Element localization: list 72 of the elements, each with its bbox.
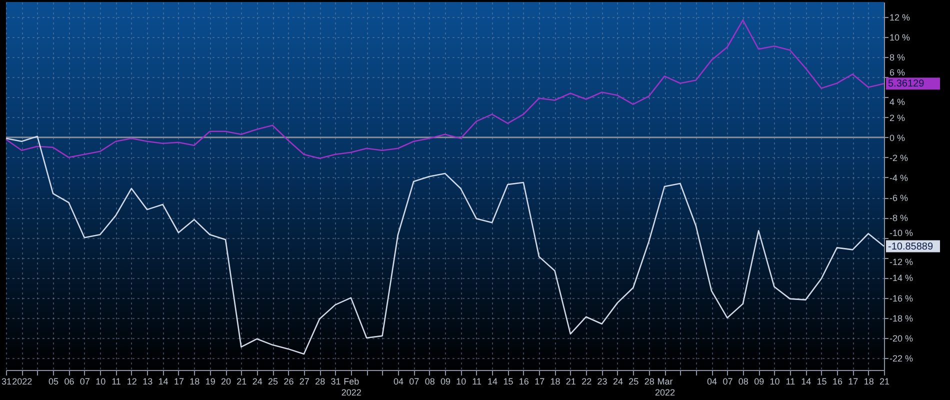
- y-tick-label: 2 %: [890, 112, 906, 123]
- y-tick-label: -12 %: [890, 257, 914, 268]
- x-tick-label: 26: [284, 376, 294, 386]
- x-tick-label: 17: [848, 376, 858, 386]
- x-tick-label: 24: [612, 376, 623, 386]
- y-tick-label: 4 %: [890, 96, 906, 107]
- x-tick-label: 23: [597, 376, 608, 386]
- data-label: 5.36129: [888, 78, 925, 90]
- x-tick-label: 09: [440, 376, 451, 386]
- x-tick-label: 14: [801, 376, 812, 386]
- x-tick-label: 10: [456, 376, 466, 386]
- x-tick-label: 04: [393, 376, 404, 386]
- x-tick-label: 10: [96, 376, 106, 386]
- x-tick-label: 14: [488, 376, 498, 386]
- x-tick-label: 21: [879, 376, 890, 386]
- x-tick-label: 06: [64, 376, 74, 386]
- x-tick-label: 11: [112, 376, 121, 386]
- y-tick-label: 12 %: [890, 12, 910, 23]
- y-tick-label: 10 %: [890, 32, 910, 43]
- x-tick-label: 16: [832, 376, 842, 386]
- x-tick-label: 18: [550, 376, 560, 386]
- y-tick-label: 6 %: [890, 68, 906, 78]
- x-tick-label: 07: [80, 376, 90, 386]
- x-tick-label: 18: [190, 376, 200, 386]
- x-tick-label: 21: [566, 376, 576, 386]
- x-tick-label: 31: [1, 376, 12, 386]
- x-tick-label: 15: [816, 376, 827, 386]
- x-tick-label: 17: [174, 376, 184, 386]
- x-tick-label: 08: [738, 376, 748, 386]
- x-tick-label: 08: [424, 376, 435, 386]
- x-tick-label: 14: [158, 376, 168, 386]
- x-tick-label: 16: [518, 376, 529, 386]
- x-tick-label: 17: [534, 376, 545, 386]
- y-tick-label: -16 %: [890, 293, 914, 304]
- x-tick-label: 25: [628, 376, 639, 386]
- x-tick-label: 18: [864, 376, 874, 386]
- y-tick-label: -20 %: [890, 333, 914, 344]
- y-tick-label: -4 %: [890, 172, 908, 183]
- x-tick-label: 25: [268, 376, 278, 386]
- x-tick-label: 19: [205, 376, 216, 386]
- y-tick-label: 0 %: [890, 132, 906, 143]
- x-tick-label: 31: [330, 376, 341, 386]
- x-tick-label: 21: [236, 376, 247, 386]
- x-tick-label: 28: [644, 376, 654, 386]
- y-tick-label: -22 %: [890, 353, 914, 364]
- data-label: -10.85889: [888, 241, 934, 252]
- y-tick-label: -2 %: [890, 152, 908, 163]
- x-tick-label: 07: [409, 376, 420, 386]
- x-tick-label: 04: [707, 376, 718, 386]
- y-tick-label: -14 %: [890, 273, 914, 284]
- x-tick-label: 11: [786, 376, 796, 386]
- x-tick-label: 27: [299, 376, 310, 386]
- x-tick-label: 15: [503, 376, 514, 386]
- x-tick-label: 22: [582, 376, 592, 386]
- x-tick-label: 13: [142, 376, 153, 386]
- y-tick-label: -6 %: [890, 193, 908, 204]
- x-tick-label: 07: [722, 376, 733, 386]
- x-tick-label: 20: [220, 376, 232, 386]
- x-tick-label: 05: [48, 376, 59, 386]
- y-tick-label: -10 %: [890, 228, 914, 238]
- x-tick-label: 12: [126, 376, 137, 386]
- y-tick-label: -18 %: [890, 313, 914, 324]
- x-tick-label: 09: [754, 376, 764, 386]
- x-tick-label: 24: [252, 376, 262, 386]
- x-tick-label: 11: [472, 376, 482, 386]
- x-tick-label: Feb 2022: [341, 376, 362, 398]
- x-tick-label: 28: [315, 376, 326, 386]
- y-tick-label: -8 %: [890, 213, 908, 224]
- y-tick-label: 8 %: [890, 52, 906, 63]
- x-tick-label: 2022: [12, 376, 32, 386]
- x-tick-label: Mar 2022: [654, 376, 676, 398]
- x-tick-label: 10: [770, 376, 780, 386]
